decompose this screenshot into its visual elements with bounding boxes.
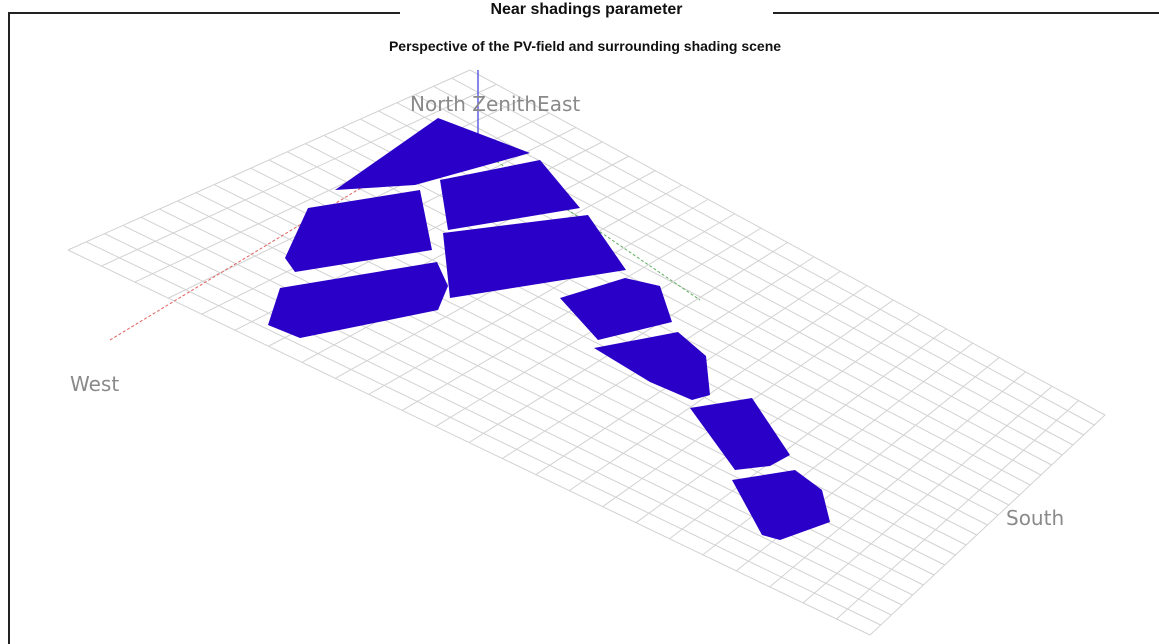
- frame-left-border: [8, 12, 10, 644]
- west-label: West: [70, 372, 120, 396]
- grid-line: [86, 241, 881, 626]
- pv-field: [268, 118, 830, 540]
- grid-line: [104, 233, 892, 616]
- frame-top-rule-left: [8, 12, 400, 14]
- pv-section: [690, 398, 790, 470]
- pv-section: [268, 262, 448, 338]
- pv-section: [732, 470, 830, 540]
- grid-line: [451, 77, 1095, 426]
- ground-grid: [67, 69, 1106, 636]
- pv-section: [285, 190, 432, 272]
- section-title: Near shadings parameter: [490, 1, 683, 18]
- pv-section: [335, 118, 530, 190]
- pv-section: [440, 160, 580, 230]
- frame-top-rule-right: [773, 12, 1159, 14]
- grid-line: [469, 69, 1106, 416]
- grid-line: [433, 85, 1084, 436]
- south-label: South: [1006, 506, 1065, 530]
- grid-line: [122, 225, 903, 606]
- pv-section: [560, 278, 672, 340]
- grid-line: [67, 249, 871, 636]
- east-axis-line: [479, 149, 701, 301]
- pv-section: [594, 332, 710, 400]
- north-zenith-east-label: North ZenithEast: [410, 92, 581, 116]
- scene-subtitle: Perspective of the PV-field and surround…: [388, 38, 782, 54]
- grid-line: [323, 135, 1020, 496]
- grid-line: [396, 102, 1063, 456]
- pv-section: [443, 215, 626, 298]
